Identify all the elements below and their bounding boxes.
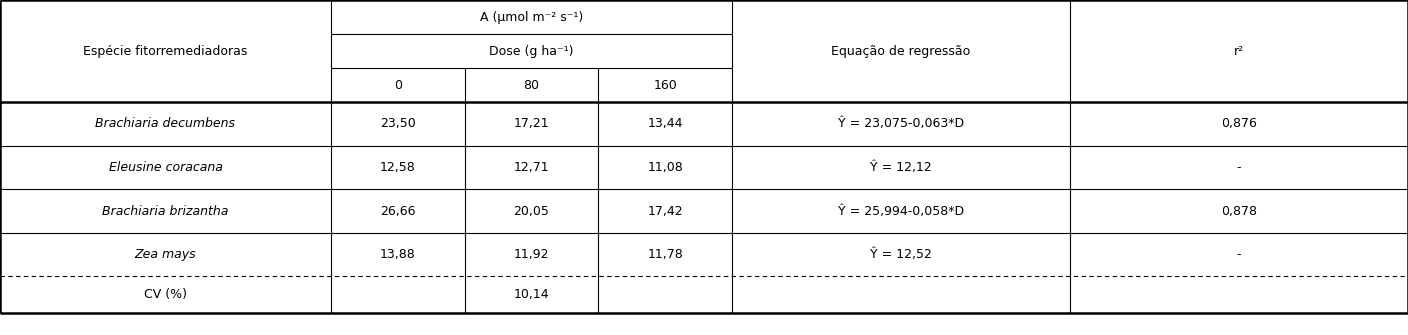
Text: Dose (g ha⁻¹): Dose (g ha⁻¹) <box>489 45 574 58</box>
Text: Brachiaria decumbens: Brachiaria decumbens <box>96 118 235 130</box>
Text: 11,92: 11,92 <box>514 248 549 261</box>
Text: Eleusine coracana: Eleusine coracana <box>108 161 222 174</box>
Text: A (μmol m⁻² s⁻¹): A (μmol m⁻² s⁻¹) <box>480 10 583 23</box>
Text: 17,42: 17,42 <box>648 205 683 217</box>
Text: Brachiaria brizantha: Brachiaria brizantha <box>103 205 228 217</box>
Text: 12,71: 12,71 <box>514 161 549 174</box>
Text: 160: 160 <box>653 79 677 92</box>
Text: CV (%): CV (%) <box>144 288 187 301</box>
Text: 0,876: 0,876 <box>1221 118 1257 130</box>
Text: -: - <box>1236 161 1242 174</box>
Text: Equação de regressão: Equação de regressão <box>832 45 970 58</box>
Text: Ŷ = 12,12: Ŷ = 12,12 <box>870 161 932 174</box>
Text: r²: r² <box>1233 45 1245 58</box>
Text: 17,21: 17,21 <box>514 118 549 130</box>
Text: 13,88: 13,88 <box>380 248 415 261</box>
Text: 13,44: 13,44 <box>648 118 683 130</box>
Text: Zea mays: Zea mays <box>135 248 196 261</box>
Text: 0,878: 0,878 <box>1221 205 1257 217</box>
Text: Ŷ = 25,994-0,058*D: Ŷ = 25,994-0,058*D <box>838 205 964 217</box>
Text: Espécie fitorremediadoras: Espécie fitorremediadoras <box>83 45 248 58</box>
Text: 23,50: 23,50 <box>380 118 415 130</box>
Text: 0: 0 <box>394 79 401 92</box>
Text: -: - <box>1236 248 1242 261</box>
Text: Ŷ = 23,075-0,063*D: Ŷ = 23,075-0,063*D <box>838 118 964 130</box>
Text: 12,58: 12,58 <box>380 161 415 174</box>
Text: Ŷ = 12,52: Ŷ = 12,52 <box>870 248 932 261</box>
Text: 10,14: 10,14 <box>514 288 549 301</box>
Text: 26,66: 26,66 <box>380 205 415 217</box>
Text: 20,05: 20,05 <box>514 205 549 217</box>
Text: 80: 80 <box>524 79 539 92</box>
Text: 11,08: 11,08 <box>648 161 683 174</box>
Text: 11,78: 11,78 <box>648 248 683 261</box>
